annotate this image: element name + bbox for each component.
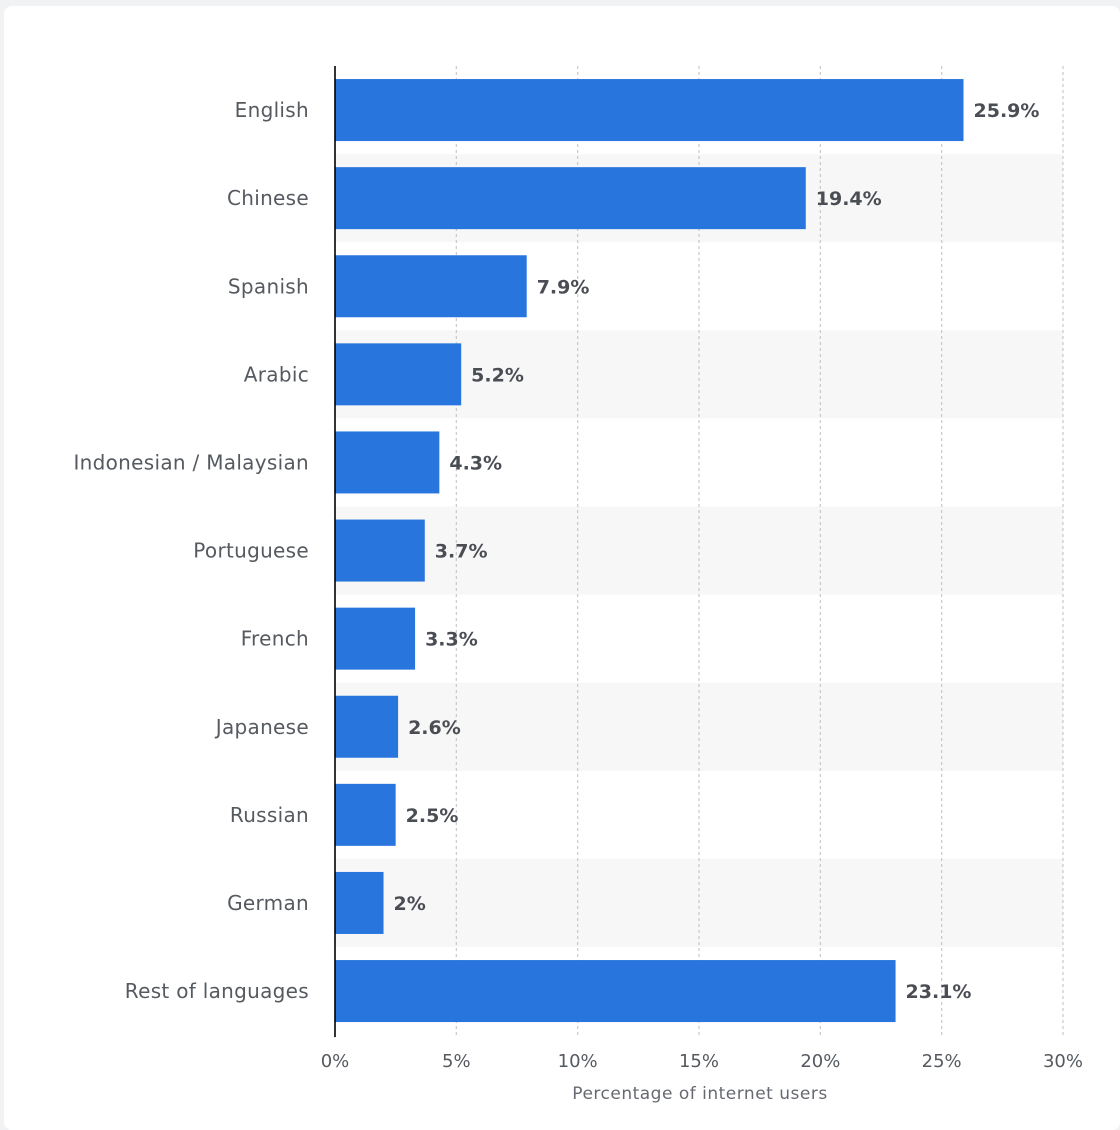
bar [335, 519, 425, 582]
x-tick-label: 5% [442, 1051, 471, 1072]
category-label: Rest of languages [125, 979, 309, 1003]
x-tick-label: 30% [1043, 1051, 1083, 1072]
x-tick-label: 15% [679, 1051, 719, 1072]
category-label: Spanish [228, 274, 309, 298]
category-label: Japanese [214, 715, 309, 739]
bar [335, 783, 396, 846]
category-label: Arabic [244, 362, 309, 386]
x-tick-label: 25% [922, 1051, 962, 1072]
row-band [335, 506, 1063, 595]
bar [335, 960, 896, 1023]
value-label: 25.9% [974, 100, 1040, 122]
bar [335, 255, 527, 318]
value-label: 3.7% [435, 541, 488, 563]
bar [335, 431, 440, 494]
bar [335, 167, 806, 230]
category-label: English [235, 98, 309, 122]
bar [335, 607, 416, 670]
value-label: 3.3% [425, 629, 478, 651]
value-labels: 25.9% 19.4% 7.9% 5.2% 4.3% 3.7% 3.3% 2.6% 2.5% 2%… [394, 100, 1040, 1003]
value-label: 7.9% [537, 276, 590, 298]
category-label: Chinese [227, 186, 309, 210]
x-axis-title: Percentage of internet users [572, 1084, 827, 1104]
x-tick-label: 20% [800, 1051, 840, 1072]
value-label: 2.5% [406, 805, 459, 827]
value-label: 4.3% [449, 452, 502, 474]
category-label: Indonesian / Malaysian [73, 450, 309, 474]
bars [335, 79, 964, 1023]
value-label: 23.1% [906, 981, 972, 1003]
category-labels: English Chinese Spanish Arabic Indonesian / … [73, 98, 309, 1003]
category-label: German [227, 891, 309, 915]
bar [335, 695, 399, 758]
x-tick-label: 10% [558, 1051, 598, 1072]
category-label: Russian [230, 803, 309, 827]
bar [335, 79, 964, 142]
value-label: 5.2% [471, 364, 524, 386]
category-label: Portuguese [193, 539, 309, 563]
value-label: 2% [394, 893, 426, 915]
value-label: 2.6% [408, 717, 461, 739]
x-tick-labels: 0% 5% 10% 15% 20% 25% 30% [321, 1051, 1083, 1072]
bar [335, 343, 462, 406]
bar [335, 871, 384, 934]
category-label: French [241, 627, 309, 651]
x-tick-label: 0% [321, 1051, 350, 1072]
value-label: 19.4% [816, 188, 882, 210]
